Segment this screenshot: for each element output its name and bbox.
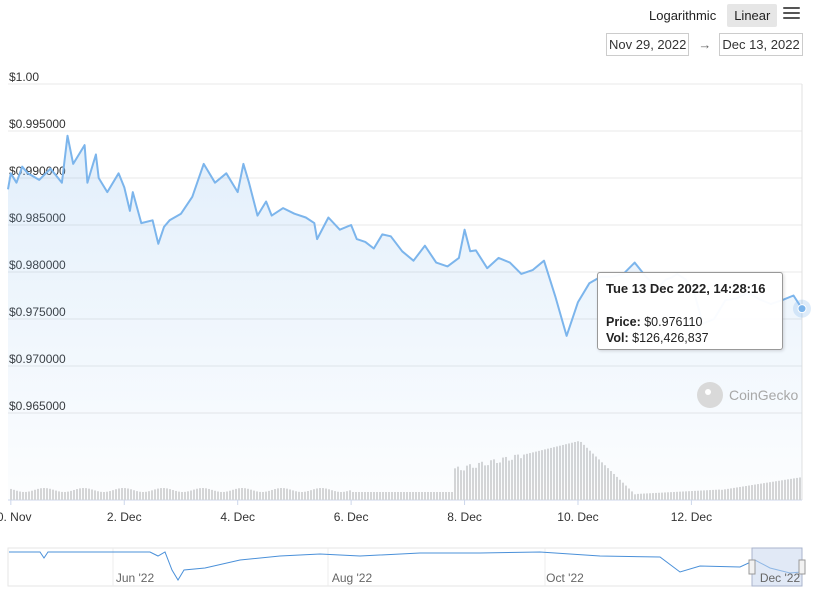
tooltip-vol-value: $126,426,837 <box>632 331 709 345</box>
x-tick-label: 2. Dec <box>107 510 142 524</box>
date-to-input[interactable]: Dec 13, 2022 <box>719 33 803 56</box>
x-tick-label: 10. Dec <box>557 510 598 524</box>
navigator-label: Oct '22 <box>546 571 584 585</box>
navigator-label: Jun '22 <box>116 571 155 585</box>
scale-toggle: Logarithmic Linear <box>642 4 778 27</box>
x-tick-label: 6. Dec <box>334 510 369 524</box>
x-tick-label: 8. Dec <box>447 510 482 524</box>
hover-point <box>797 304 807 314</box>
coingecko-logo-icon <box>697 382 723 408</box>
hamburger-menu-icon[interactable] <box>783 7 800 21</box>
x-tick-label: 12. Dec <box>671 510 712 524</box>
navigator[interactable]: Jun '22 Aug '22 Oct '22 Dec '22 <box>7 547 806 587</box>
navigator-label: Aug '22 <box>332 571 373 585</box>
x-tick-label: 4. Dec <box>220 510 255 524</box>
navigator-label: Dec '22 <box>760 571 801 585</box>
coingecko-watermark: CoinGecko <box>697 382 798 408</box>
date-range: Nov 29, 2022 → Dec 13, 2022 <box>606 33 803 56</box>
navigator-track <box>7 547 803 587</box>
navigator-handle <box>748 559 756 575</box>
logarithmic-button[interactable]: Logarithmic <box>649 8 717 23</box>
x-axis: 30. Nov 2. Dec 4. Dec 6. Dec 8. Dec 10. Dec 12… <box>0 500 712 524</box>
tooltip-price-value: $0.976110 <box>644 315 703 329</box>
tooltip: Tue 13 Dec 2022, 14:28:16 Price: $0.9761… <box>597 272 783 350</box>
linear-button[interactable]: Linear <box>727 4 778 27</box>
y-tick-label: $1.00 <box>9 70 39 84</box>
x-tick-label: 30. Nov <box>0 510 32 524</box>
navigator-handle <box>798 559 806 575</box>
tooltip-vol-label: Vol: <box>606 331 629 345</box>
tooltip-title: Tue 13 Dec 2022, 14:28:16 <box>606 281 766 296</box>
date-from-input[interactable]: Nov 29, 2022 <box>606 33 690 56</box>
price-area <box>8 135 802 500</box>
navigator-line <box>9 551 802 581</box>
arrow-right-icon: → <box>698 37 712 52</box>
watermark-text: CoinGecko <box>729 387 799 403</box>
tooltip-price-label: Price: <box>606 315 641 329</box>
y-tick-label: $0.995000 <box>9 117 66 131</box>
navigator-selection <box>751 547 803 587</box>
